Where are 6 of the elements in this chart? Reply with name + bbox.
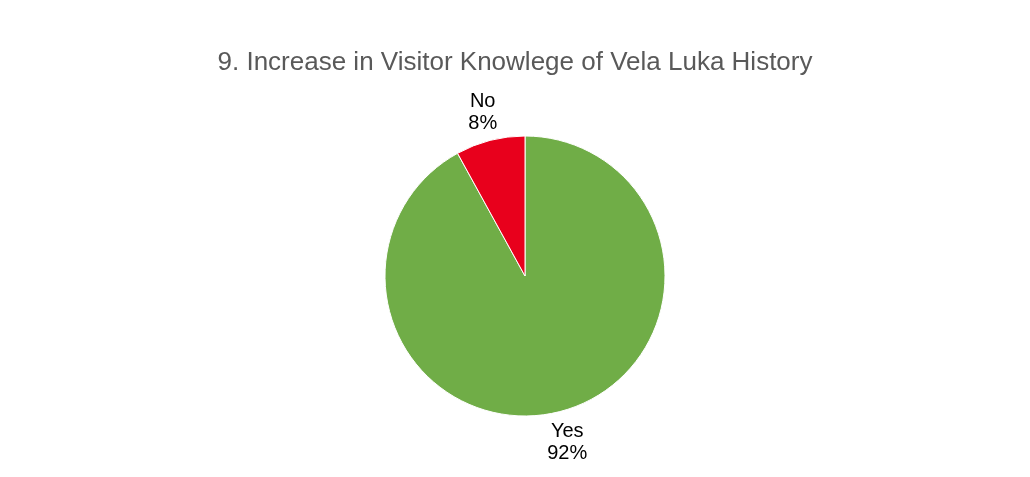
- data-label: 92%: [547, 440, 588, 463]
- pie-slice: [384, 135, 666, 417]
- slice-label: No: [469, 89, 496, 112]
- data-label: 8%: [468, 111, 498, 134]
- slice-label: Yes: [550, 418, 584, 441]
- chart-title: 9. Increase in Visitor Knowlege of Vela Luka History: [216, 45, 814, 78]
